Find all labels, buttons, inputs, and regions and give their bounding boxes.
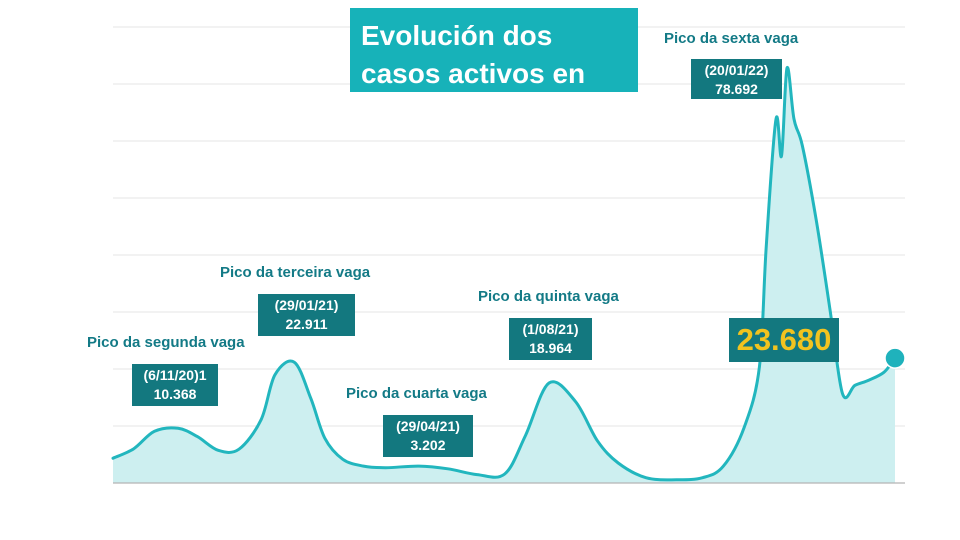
data-point — [854, 384, 856, 386]
peak-3-value: 22.911 — [285, 316, 328, 332]
peak-5-date: (1/08/21) — [522, 321, 579, 337]
data-point — [675, 479, 677, 481]
peak-5-title: Pico da quinta vaga — [478, 288, 619, 305]
data-point — [868, 379, 870, 381]
peak-6-title: Pico da sexta vaga — [664, 30, 799, 47]
data-point — [133, 448, 135, 450]
data-point — [701, 477, 703, 479]
data-point — [177, 427, 179, 429]
data-point — [841, 392, 843, 394]
data-point — [758, 366, 760, 368]
peak-4-box: (29/04/21) 3.202 — [383, 415, 473, 457]
data-point — [815, 218, 817, 220]
data-point — [645, 477, 647, 479]
data-point — [775, 118, 777, 120]
cases-line — [111, 66, 897, 482]
data-point — [476, 473, 478, 475]
peak-5-value: 18.964 — [529, 340, 572, 356]
data-point — [384, 467, 386, 469]
peak-3-title: Pico da terceira vaga — [220, 264, 371, 281]
peak-4-value: 3.202 — [410, 437, 446, 453]
data-point — [362, 465, 364, 467]
data-point — [342, 458, 344, 460]
data-point — [503, 473, 505, 475]
data-point — [596, 440, 598, 442]
data-point — [524, 434, 526, 436]
data-point — [765, 244, 767, 246]
data-point — [112, 457, 114, 459]
data-point — [743, 426, 745, 428]
peak-2-title: Pico da segunda vaga — [87, 334, 245, 351]
data-point — [418, 465, 420, 467]
peak-2-date: (6/11/20)1 — [143, 367, 207, 383]
data-point — [722, 465, 724, 467]
peak-3-box: (29/01/21) 22.911 — [258, 294, 355, 336]
data-point — [548, 382, 550, 384]
data-point — [786, 67, 788, 69]
peak-6-date: (20/01/22) — [704, 62, 769, 78]
data-point — [574, 400, 576, 402]
chart-title: Evolución dos casos activos en Galicia — [350, 8, 638, 127]
peak-4-title: Pico da cuarta vaga — [346, 385, 487, 402]
cases-area — [113, 67, 895, 483]
data-point — [217, 449, 219, 451]
current-value-dot — [884, 347, 906, 369]
peak-6-box: (20/01/22) 78.692 — [691, 59, 782, 99]
data-point — [260, 419, 262, 421]
peak-3-date: (29/01/21) — [274, 297, 339, 313]
data-point — [801, 144, 803, 146]
current-value-label: 23.680 — [729, 318, 839, 362]
data-point — [274, 374, 276, 376]
data-point — [324, 437, 326, 439]
gridlines — [113, 26, 905, 427]
data-point — [153, 430, 155, 432]
data-point — [447, 468, 449, 470]
data-point — [617, 462, 619, 464]
data-point — [196, 435, 198, 437]
data-point — [293, 361, 295, 363]
peak-6-value: 78.692 — [715, 81, 758, 97]
peak-4-date: (29/04/21) — [396, 418, 460, 434]
peak-2-value: 10.368 — [153, 386, 197, 402]
data-point — [829, 308, 831, 310]
data-point — [238, 448, 240, 450]
data-point — [793, 118, 795, 120]
data-point — [310, 397, 312, 399]
peak-2-box: (6/11/20)1 10.368 — [132, 364, 218, 406]
data-point — [780, 155, 782, 157]
peak-5-box: (1/08/21) 18.964 — [509, 318, 592, 360]
data-point — [883, 371, 885, 373]
